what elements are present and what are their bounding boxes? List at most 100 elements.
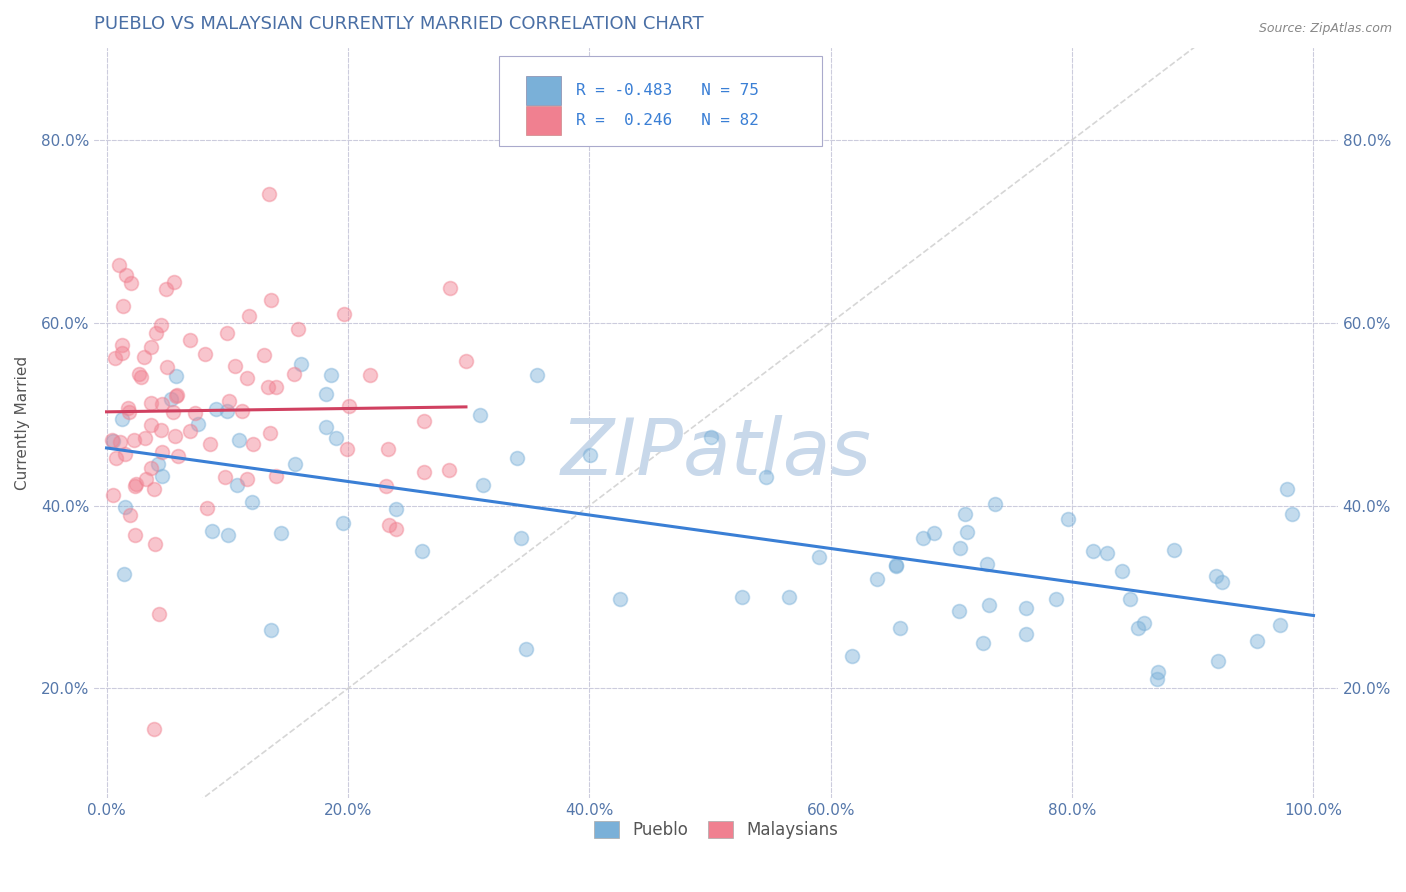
Point	[378, 517, 401, 532]
Point	[841, 648, 863, 663]
Point	[165, 389, 187, 403]
Point	[184, 406, 207, 420]
Point	[100, 433, 122, 447]
Y-axis label: Currently Married: Currently Married	[15, 356, 30, 491]
Point	[290, 357, 312, 371]
Point	[886, 558, 908, 572]
Point	[1281, 507, 1303, 521]
Point	[1270, 618, 1292, 632]
Point	[385, 501, 408, 516]
Point	[889, 621, 911, 635]
Point	[1275, 482, 1298, 496]
Point	[337, 399, 360, 413]
Point	[139, 460, 162, 475]
Point	[165, 369, 187, 384]
Point	[257, 187, 280, 202]
Text: R =  0.246   N = 82: R = 0.246 N = 82	[575, 113, 758, 128]
Text: ZIPatlas: ZIPatlas	[561, 416, 872, 491]
Point	[284, 457, 307, 471]
Point	[949, 541, 972, 555]
Point	[1133, 615, 1156, 630]
Point	[471, 478, 494, 492]
Point	[609, 592, 631, 607]
Point	[128, 367, 150, 381]
Point	[253, 348, 276, 362]
Point	[886, 558, 908, 573]
Point	[976, 557, 998, 571]
Point	[115, 268, 138, 282]
Point	[979, 599, 1001, 613]
Point	[470, 408, 492, 422]
Point	[179, 333, 201, 347]
Point	[377, 442, 399, 456]
Point	[135, 472, 157, 486]
Point	[224, 359, 246, 374]
Point	[112, 566, 135, 581]
Point	[217, 528, 239, 542]
Point	[204, 401, 226, 416]
Point	[315, 387, 337, 401]
Point	[242, 436, 264, 450]
Text: PUEBLO VS MALAYSIAN CURRENTLY MARRIED CORRELATION CHART: PUEBLO VS MALAYSIAN CURRENTLY MARRIED CO…	[94, 15, 704, 33]
Point	[141, 418, 163, 433]
Point	[122, 433, 145, 447]
Point	[103, 488, 125, 502]
Point	[134, 431, 156, 445]
Point	[579, 448, 602, 462]
Point	[1163, 542, 1185, 557]
Point	[225, 478, 247, 492]
Point	[214, 470, 236, 484]
Point	[984, 496, 1007, 510]
Point	[117, 401, 139, 415]
Point	[114, 447, 136, 461]
Point	[111, 346, 134, 360]
Point	[111, 337, 134, 351]
Point	[228, 433, 250, 447]
Point	[166, 388, 188, 402]
Point	[160, 392, 183, 406]
Point	[187, 417, 209, 431]
Point	[124, 528, 146, 542]
Point	[506, 451, 529, 466]
Point	[270, 525, 292, 540]
Point	[972, 636, 994, 650]
Point	[700, 430, 723, 444]
Point	[143, 536, 166, 550]
Legend: Pueblo, Malaysians: Pueblo, Malaysians	[588, 814, 845, 846]
Point	[325, 431, 347, 445]
Point	[956, 525, 979, 540]
Point	[129, 369, 152, 384]
Point	[1015, 601, 1038, 615]
Point	[283, 367, 305, 381]
Point	[124, 479, 146, 493]
Point	[162, 275, 184, 289]
Point	[108, 434, 131, 449]
Point	[179, 424, 201, 438]
Point	[148, 607, 170, 621]
Point	[132, 351, 155, 365]
Point	[374, 479, 396, 493]
Point	[155, 282, 177, 296]
Point	[1206, 654, 1229, 668]
Point	[865, 572, 887, 586]
Point	[142, 723, 165, 737]
Point	[1056, 512, 1078, 526]
FancyBboxPatch shape	[526, 106, 561, 135]
Point	[953, 507, 976, 521]
Point	[231, 403, 253, 417]
Point	[1126, 621, 1149, 635]
Point	[150, 469, 173, 483]
Point	[201, 524, 224, 539]
Point	[120, 277, 142, 291]
Point	[454, 353, 477, 368]
Point	[101, 434, 124, 448]
Point	[200, 437, 222, 451]
Point	[413, 466, 436, 480]
Point	[287, 322, 309, 336]
Point	[1146, 665, 1168, 679]
Point	[515, 642, 537, 657]
FancyBboxPatch shape	[526, 76, 561, 104]
Point	[1045, 591, 1067, 606]
Point	[236, 371, 259, 385]
Point	[359, 368, 381, 383]
